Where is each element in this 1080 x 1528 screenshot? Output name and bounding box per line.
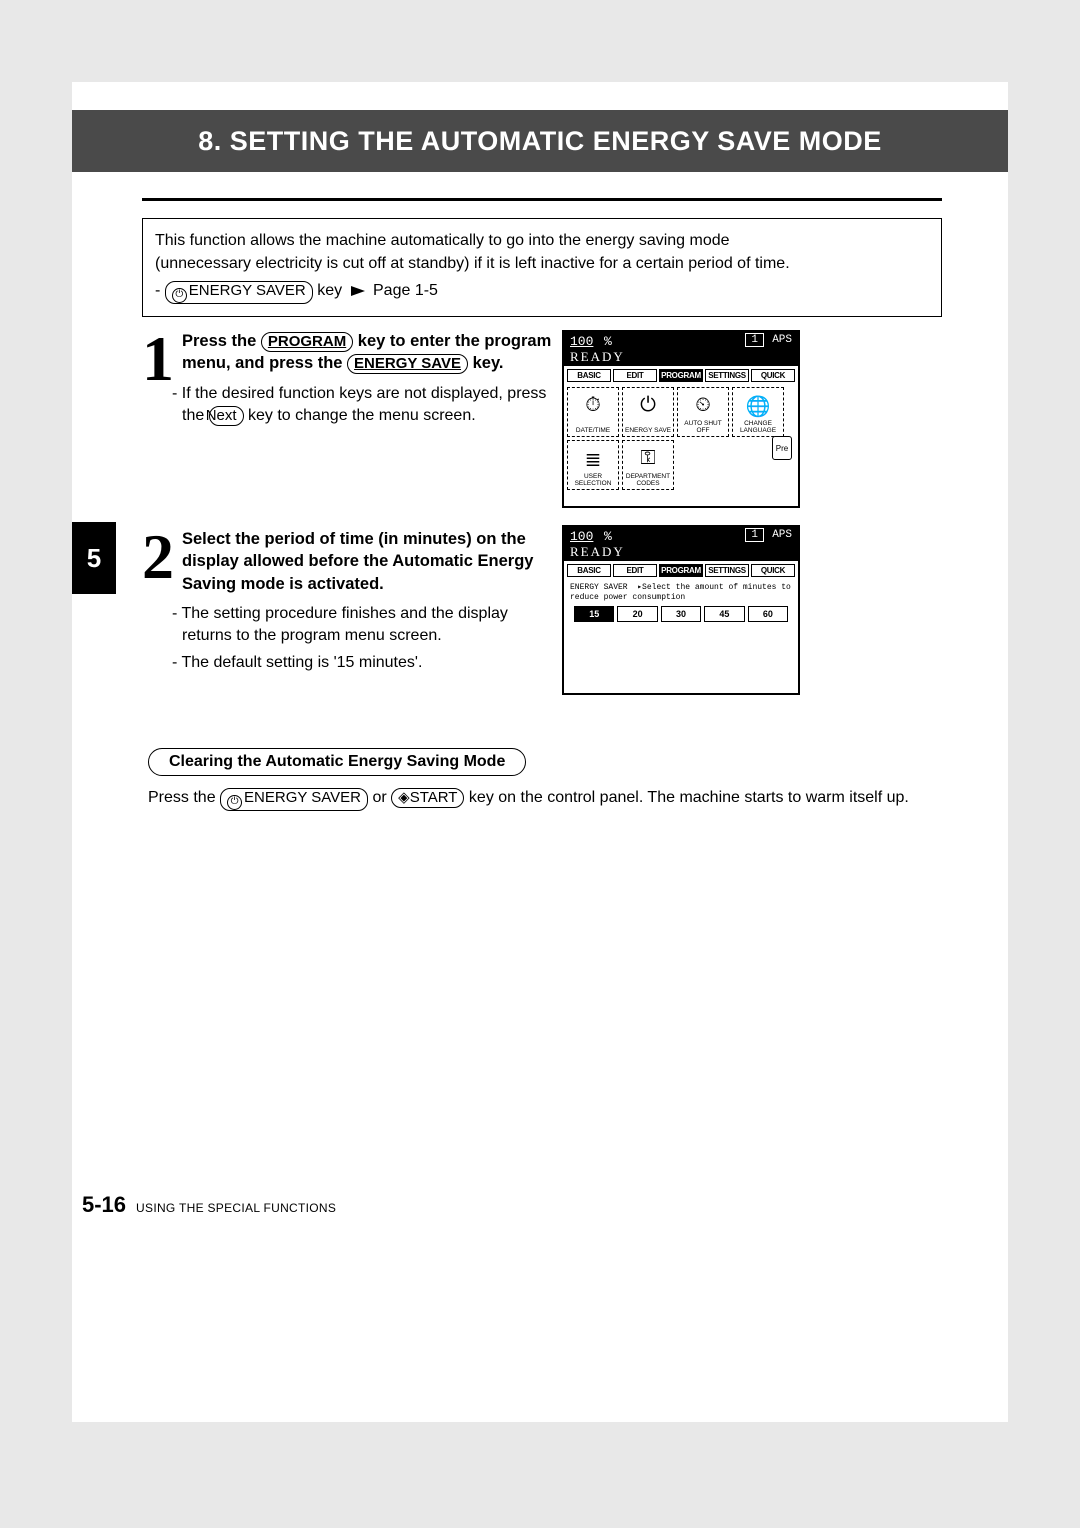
intro-box: This function allows the machine automat… [142,218,942,317]
lcd-statusbar: 100 % 1 APS READY [564,332,798,366]
energy-save-key: ENERGY SAVE [347,354,468,374]
lcd-btn-energysave: ⏻ENERGY SAVE [622,387,674,437]
lcd-tab-program: PROGRAM [659,564,703,577]
clearing-subheading: Clearing the Automatic Energy Saving Mod… [148,748,526,776]
lcd-tab-program: PROGRAM [659,369,703,382]
step-1-bullet: If the desired function keys are not dis… [172,383,572,428]
step-2-bullet-2: The default setting is '15 minutes'. [172,652,562,674]
lcd-opt-15: 15 [574,606,614,622]
lcd-btn-autoshutoff: ⏲AUTO SHUT OFF [677,387,729,437]
start-key: ◈START [391,788,464,808]
lcd-tab-settings: SETTINGS [705,564,749,577]
chapter-tab-5: 5 [72,522,116,594]
program-key: PROGRAM [261,332,353,352]
step-2-heading: Select the period of time (in minutes) o… [172,528,562,595]
lcd-opt-20: 20 [617,606,657,622]
lcd-zoom: 100 [570,334,593,349]
timer-icon: ⏲ [695,394,711,417]
lcd-screenshot-1: 100 % 1 APS READY BASIC EDIT PROGRAM SET… [562,330,800,508]
divider [142,198,942,201]
step-2: 2 Select the period of time (in minutes)… [142,528,942,678]
lcd-tab-settings: SETTINGS [705,369,749,382]
globe-icon: 🌐 [746,394,771,419]
lcd-zoom: 100 [570,529,593,544]
lcd-btn-datetime: ⏱DATE/TIME [567,387,619,437]
step-2-bullet-1: The setting procedure finishes and the d… [172,603,562,648]
lcd-btn-userselection: ≣USER SELECTION [567,440,619,490]
lcd-minute-options: 15 20 30 45 60 [564,606,798,622]
energy-saver-key: ⏻ENERGY SAVER [165,281,313,304]
lcd-ready: READY [570,349,625,365]
page-footer: 5-16 USING THE SPECIAL FUNCTIONS [82,1192,336,1218]
energy-saver-key: ⏻ENERGY SAVER [220,788,368,811]
lcd-pre-button: Pre [772,436,792,460]
lcd-tab-quick: QUICK [751,369,795,382]
intro-keyref: - ⏻ENERGY SAVER key Page 1-5 [155,279,929,304]
lcd-btn-deptcodes: ⚿DEPARTMENT CODES [622,440,674,490]
section-header: 8. SETTING THE AUTOMATIC ENERGY SAVE MOD… [72,110,1008,172]
lcd-opt-60: 60 [748,606,788,622]
clearing-text: Press the ⏻ENERGY SAVER or ◈START key on… [148,786,938,811]
power-icon: ⏻ [172,288,187,303]
lcd-statusbar: 100 % 1 APS READY [564,527,798,561]
power-icon: ⏻ [640,394,656,417]
step-1-number: 1 [142,330,174,388]
lcd-ready: READY [570,544,625,560]
lcd-pct: % [604,334,612,349]
lcd-tab-edit: EDIT [613,369,657,382]
lcd-pct: % [604,529,612,544]
chapter-name: USING THE SPECIAL FUNCTIONS [136,1201,336,1215]
lcd-tab-quick: QUICK [751,564,795,577]
step-2-number: 2 [142,528,174,586]
power-icon: ⏻ [227,795,242,810]
intro-line2: (unnecessary electricity is cut off at s… [155,252,929,275]
lcd-tab-basic: BASIC [567,369,611,382]
lcd-aps: APS [772,529,792,541]
page-number: 5-16 [82,1192,126,1218]
lcd-tabs: BASIC EDIT PROGRAM SETTINGS QUICK [564,366,798,384]
lcd-message: ENERGY SAVER ▸Select the amount of minut… [564,579,798,606]
lcd-tabs: BASIC EDIT PROGRAM SETTINGS QUICK [564,561,798,579]
lcd-opt-30: 30 [661,606,701,622]
lcd-button-grid: ⏱DATE/TIME ⏻ENERGY SAVE ⏲AUTO SHUT OFF P… [564,384,798,493]
lcd-count: 1 [745,528,764,542]
list-icon: ≣ [585,447,602,472]
lcd-aps: APS [772,334,792,346]
step-1-heading: Press the PROGRAM key to enter the progr… [172,330,572,375]
step-1-body: If the desired function keys are not dis… [172,383,572,428]
lcd-tab-edit: EDIT [613,564,657,577]
next-key: Next [209,406,244,426]
step-1: 1 Press the PROGRAM key to enter the pro… [142,330,942,431]
lcd-opt-45: 45 [704,606,744,622]
section-title: 8. SETTING THE AUTOMATIC ENERGY SAVE MOD… [198,126,882,157]
lcd-count: 1 [745,333,764,347]
arrow-icon [351,286,365,296]
clock-icon: ⏱ [585,394,601,417]
key-icon: ⚿ [640,447,655,470]
step-2-body: The setting procedure finishes and the d… [172,603,562,674]
lcd-tab-basic: BASIC [567,564,611,577]
lcd-screenshot-2: 100 % 1 APS READY BASIC EDIT PROGRAM SET… [562,525,800,695]
lcd-btn-language: 🌐CHANGE LANGUAGE [732,387,784,437]
intro-line1: This function allows the machine automat… [155,229,929,252]
